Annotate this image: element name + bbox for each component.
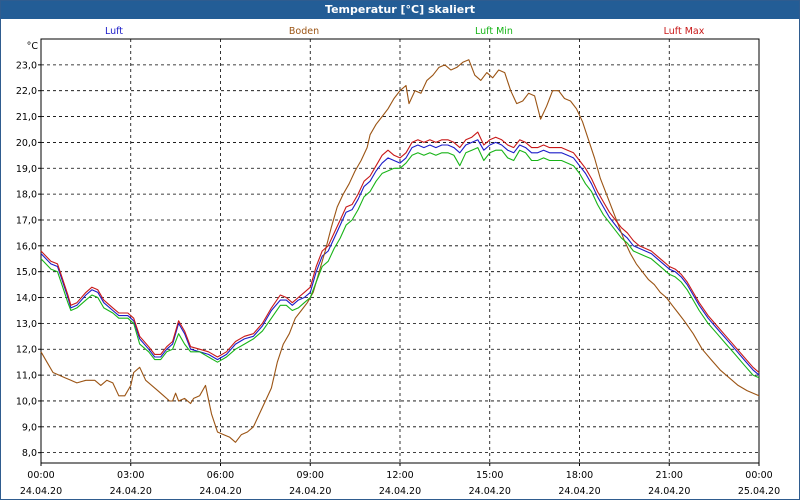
- y-axis: 8,0 9,0 10,0 11,0 12,0 13,0 14,0 15,0 16,0 17,0 18…: [16, 41, 41, 459]
- y-tick-label: 12,0: [16, 345, 37, 356]
- x-tick-date: 25.04.20: [738, 486, 780, 497]
- y-tick-label: 11,0: [16, 371, 37, 382]
- y-tick-label: 15,0: [16, 267, 37, 278]
- y-tick-label: 19,0: [16, 164, 37, 175]
- y-tick-label: 22,0: [16, 86, 37, 97]
- y-tick-label: 21,0: [16, 112, 37, 123]
- y-tick-label: 16,0: [16, 241, 37, 252]
- x-tick-time: 09:00: [297, 470, 324, 481]
- x-tick-date: 24.04.20: [469, 486, 511, 497]
- y-axis-unit-label: °C: [27, 41, 39, 52]
- x-tick-time: 00:00: [745, 470, 772, 481]
- x-tick-date: 24.04.20: [199, 486, 241, 497]
- y-tick-label: 18,0: [16, 190, 37, 201]
- series-line-luft-max: [40, 131, 760, 373]
- y-tick-label: 20,0: [16, 138, 37, 149]
- x-tick-date: 24.04.20: [648, 486, 690, 497]
- y-tick-label: 8,0: [22, 448, 37, 459]
- y-tick-label: 17,0: [16, 215, 37, 226]
- x-tick-date: 24.04.20: [110, 486, 152, 497]
- x-tick-time: 00:00: [27, 470, 54, 481]
- x-tick-time: 12:00: [386, 470, 413, 481]
- x-tick-time: 21:00: [656, 470, 683, 481]
- chart-title: Temperatur [°C] skaliert: [1, 1, 799, 19]
- x-axis: 00:00 24.04.20 03:00 24.04.20 06:00 24.04.20 0…: [20, 463, 780, 497]
- y-tick-label: 9,0: [22, 422, 37, 433]
- x-tick-time: 03:00: [117, 470, 144, 481]
- x-tick-time: 06:00: [207, 470, 234, 481]
- series-lines: [40, 59, 760, 443]
- x-tick-date: 24.04.20: [289, 486, 331, 497]
- legend: Luft Boden Luft Min Luft Max: [105, 26, 705, 37]
- y-tick-label: 13,0: [16, 319, 37, 330]
- legend-item-luft: Luft: [105, 26, 123, 37]
- x-tick-date: 24.04.20: [20, 486, 62, 497]
- series-line-luft-min: [40, 147, 760, 379]
- x-tick-date: 24.04.20: [558, 486, 600, 497]
- y-tick-label: 14,0: [16, 293, 37, 304]
- grid: [41, 39, 759, 463]
- x-tick-date: 24.04.20: [379, 486, 421, 497]
- series-line-luft: [40, 139, 760, 376]
- y-tick-label: 23,0: [16, 60, 37, 71]
- x-tick-time: 18:00: [566, 470, 593, 481]
- y-tick-label: 10,0: [16, 396, 37, 407]
- legend-item-luft-min: Luft Min: [475, 26, 513, 37]
- x-tick-time: 15:00: [476, 470, 503, 481]
- series-line-boden: [40, 59, 760, 443]
- legend-item-luft-max: Luft Max: [664, 26, 705, 37]
- legend-item-boden: Boden: [289, 26, 319, 37]
